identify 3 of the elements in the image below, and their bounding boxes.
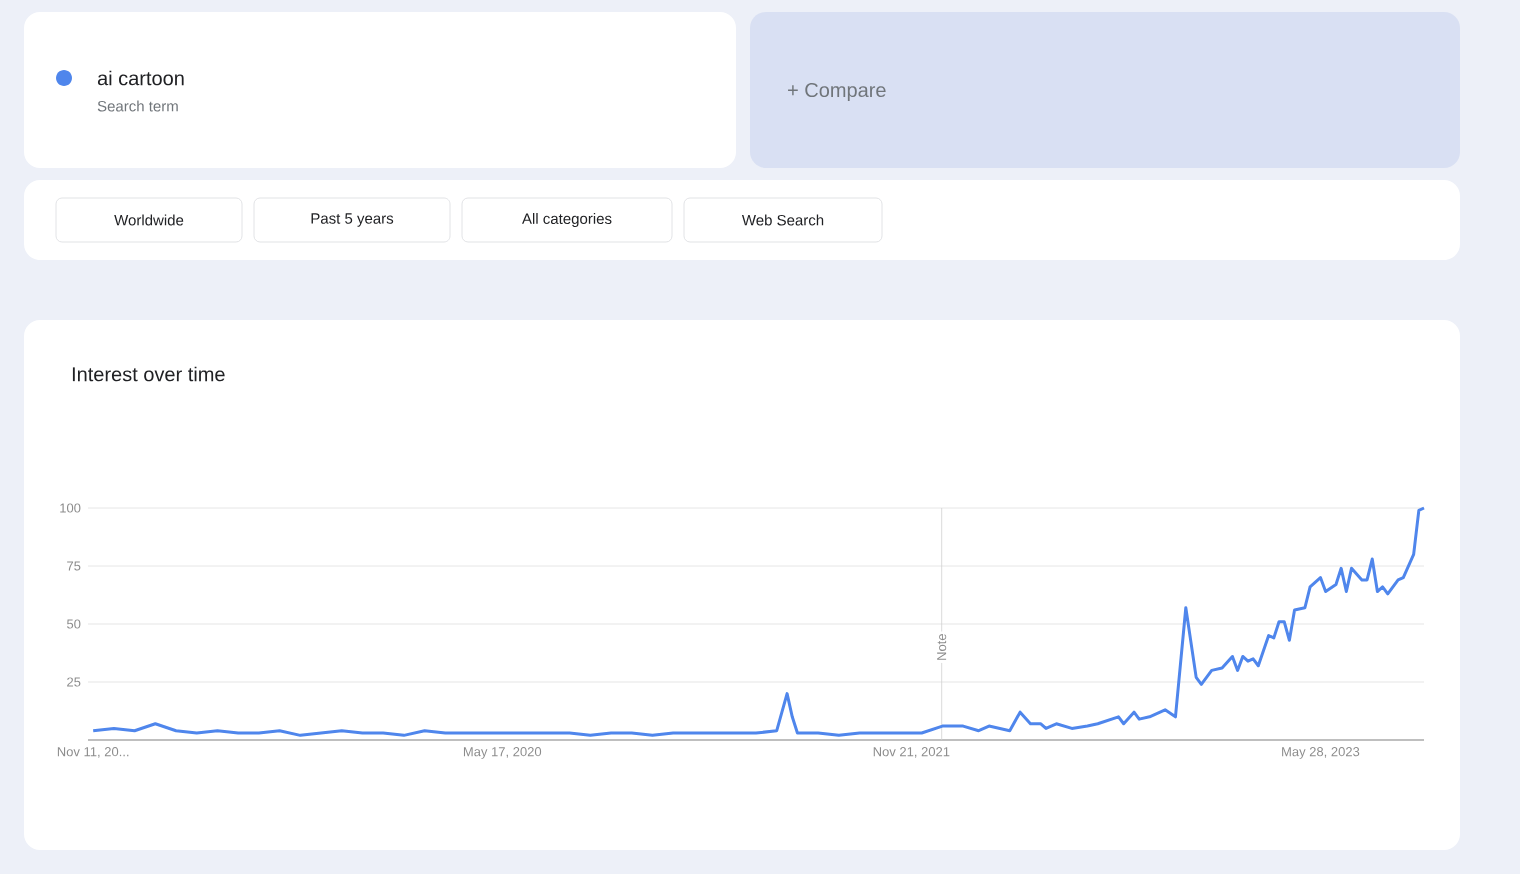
- chart-title: Interest over time: [72, 366, 225, 382]
- text: + Compare: [788, 82, 886, 102]
- legend-label: ai cartoon: [97, 70, 184, 86]
